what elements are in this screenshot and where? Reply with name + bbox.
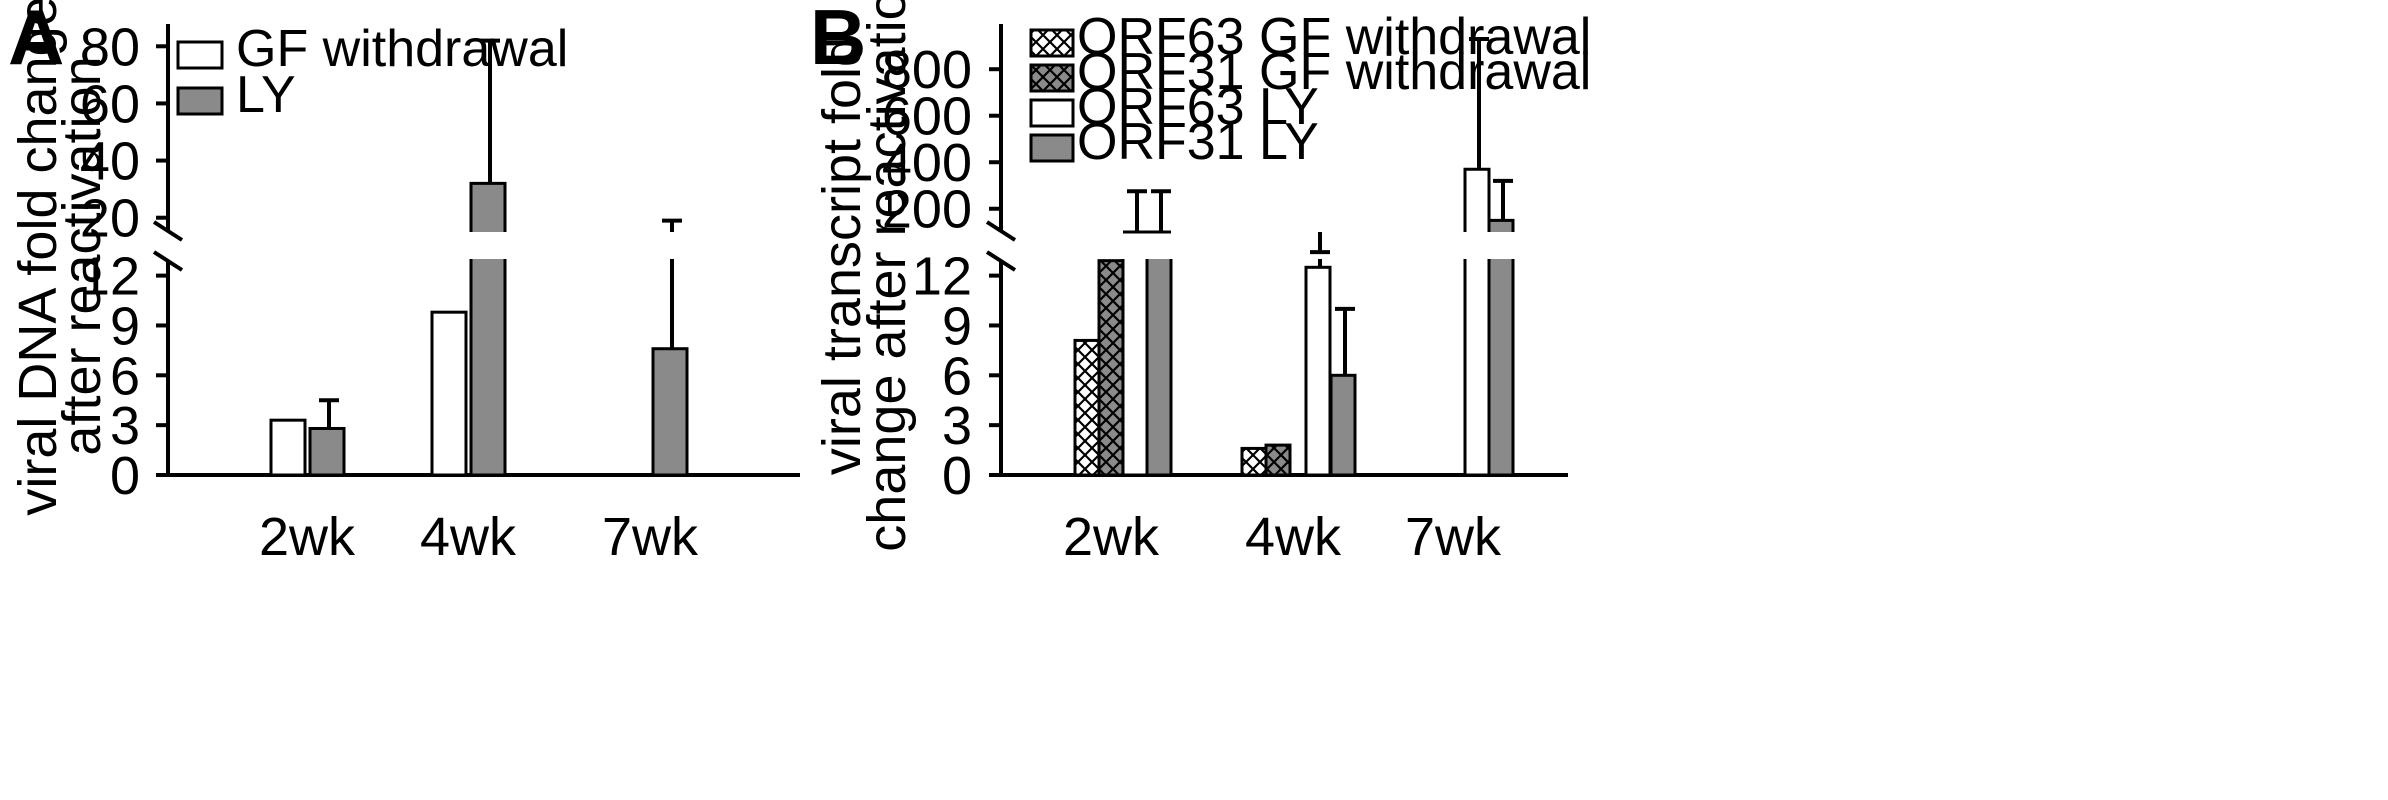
legend-swatch <box>1029 63 1075 93</box>
y-tick-label: 600 <box>882 87 972 147</box>
bar <box>471 259 505 475</box>
y-axis-label-line: after reactivation <box>52 56 112 455</box>
bar <box>1240 446 1268 477</box>
bar <box>1097 259 1125 477</box>
y-tick-label: 200 <box>882 180 972 240</box>
y-tick-label: 3 <box>110 396 140 456</box>
axis-break-mark <box>152 250 184 272</box>
legend-label: ORF31 LY <box>1077 113 1319 171</box>
x-tick-label: 2wk <box>259 507 356 567</box>
legend-swatch <box>176 86 224 116</box>
legend-label: GF withdrawal <box>236 20 568 78</box>
bar <box>1465 259 1489 475</box>
y-axis-label-line: change after reactivation <box>857 0 917 552</box>
x-tick-label: 7wk <box>602 507 699 567</box>
y-tick-label: 20 <box>80 189 140 249</box>
y-axis-label-line: viral transcript fold <box>812 37 872 475</box>
axis-break-mark <box>985 220 1017 242</box>
bar <box>1147 259 1171 475</box>
legend-label: LY <box>236 66 296 124</box>
bar <box>1264 443 1292 477</box>
bar <box>1489 220 1513 232</box>
legend-label: ORF63 GF withdrawal <box>1077 8 1591 66</box>
y-tick-label: 800 <box>882 40 972 100</box>
legend-swatch <box>176 40 224 70</box>
y-tick-label: 12 <box>80 247 140 307</box>
bar <box>471 183 505 232</box>
y-tick-label: 0 <box>942 446 972 506</box>
bar <box>1073 338 1101 477</box>
legend-swatch <box>1029 98 1075 128</box>
bar <box>430 310 468 477</box>
y-tick-label: 6 <box>110 346 140 406</box>
bar <box>1465 169 1489 232</box>
bar-outline <box>1487 259 1515 477</box>
bar-outline <box>1145 259 1173 477</box>
legend-label: ORF31 GF withdrawal <box>1077 43 1591 101</box>
panel-label: B <box>810 0 866 81</box>
y-axis-label-line: viral DNA fold change <box>8 0 68 516</box>
axis-break-mark <box>985 250 1017 272</box>
y-tick-label: 9 <box>110 296 140 356</box>
axis-break-mark <box>152 220 184 242</box>
y-tick-label: 400 <box>882 133 972 193</box>
bar <box>1123 259 1147 475</box>
x-tick-label: 4wk <box>420 507 517 567</box>
y-tick-label: 3 <box>942 396 972 456</box>
bar-outline <box>469 181 507 232</box>
y-tick-label: 6 <box>942 346 972 406</box>
x-tick-label: 4wk <box>1245 507 1342 567</box>
y-tick-label: 40 <box>80 132 140 192</box>
x-tick-label: 7wk <box>1405 507 1502 567</box>
y-tick-label: 80 <box>80 17 140 77</box>
y-tick-label: 12 <box>912 247 972 307</box>
legend-swatch <box>1029 133 1075 163</box>
panel-label: A <box>8 0 64 81</box>
legend-swatch <box>1029 28 1075 58</box>
bar <box>651 347 689 477</box>
bar <box>1489 259 1513 475</box>
x-tick-label: 2wk <box>1063 507 1160 567</box>
bar-outline <box>469 259 507 477</box>
bar <box>308 426 346 477</box>
bar <box>269 418 307 477</box>
bar <box>1304 265 1332 477</box>
bar <box>1329 373 1357 477</box>
y-tick-label: 0 <box>110 446 140 506</box>
y-tick-label: 9 <box>942 296 972 356</box>
y-tick-label: 60 <box>80 74 140 134</box>
legend-label: ORF63 LY <box>1077 78 1319 136</box>
